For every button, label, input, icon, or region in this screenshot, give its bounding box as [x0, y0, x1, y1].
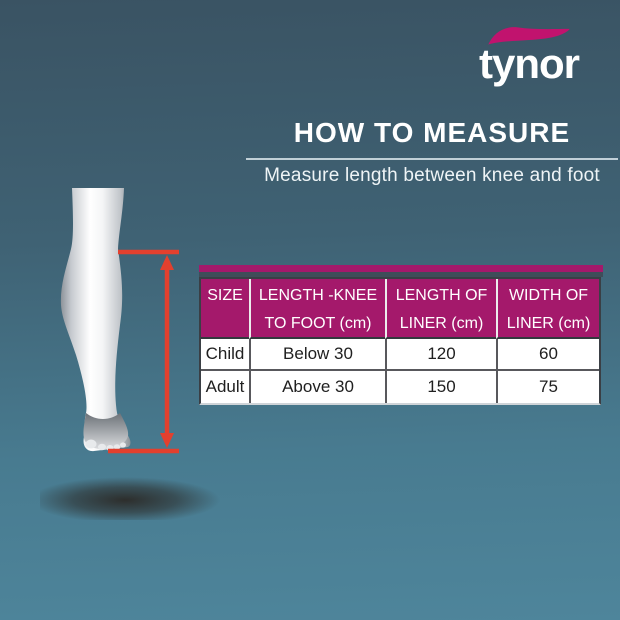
column-header-knee-to-foot: LENGTH -KNEE TO FOOT (cm): [249, 279, 385, 339]
leg-shadow: [30, 477, 220, 523]
leg-measurement-illustration: [30, 185, 230, 523]
header-line: SIZE: [207, 287, 243, 304]
tynor-logo-text: tynor: [479, 40, 580, 87]
column-header-liner-width: WIDTH OF LINER (cm): [496, 279, 599, 339]
column-header-liner-length: LENGTH OF LINER (cm): [385, 279, 496, 339]
title-divider: [246, 158, 618, 161]
heading-block: HOW TO MEASURE Measure length between kn…: [246, 117, 618, 187]
header-line: LENGTH OF: [395, 287, 488, 304]
table-cell-knee-to-foot: Above 30: [249, 371, 385, 403]
header-line: LINER (cm): [399, 315, 484, 332]
column-header-size: SIZE: [201, 279, 249, 339]
table-top-accent-strip: [199, 265, 603, 272]
tynor-logo: tynor: [474, 22, 584, 85]
header-line: TO FOOT (cm): [264, 315, 372, 332]
header-line: WIDTH OF: [508, 287, 589, 304]
size-chart-table: SIZE LENGTH -KNEE TO FOOT (cm) LENGTH OF…: [199, 277, 601, 405]
table-cell-liner-width: 60: [496, 339, 599, 371]
table-cell-size: Adult: [201, 371, 249, 403]
toes: [85, 439, 126, 451]
foot-shape: [83, 413, 129, 450]
tynor-swoosh-icon: [488, 27, 570, 45]
table-top-gap: [199, 272, 603, 277]
table-cell-knee-to-foot: Below 30: [249, 339, 385, 371]
table-cell-size: Child: [201, 339, 249, 371]
table-cell-liner-length: 120: [385, 339, 496, 371]
page-subtitle: Measure length between knee and foot: [264, 165, 600, 187]
measurement-arrow: [108, 249, 179, 454]
table-cell-liner-length: 150: [385, 371, 496, 403]
header-line: LENGTH -KNEE: [258, 287, 378, 304]
table-cell-liner-width: 75: [496, 371, 599, 403]
page-title: HOW TO MEASURE: [293, 117, 571, 148]
header-line: LINER (cm): [506, 315, 591, 332]
leg-shape: [60, 188, 131, 452]
